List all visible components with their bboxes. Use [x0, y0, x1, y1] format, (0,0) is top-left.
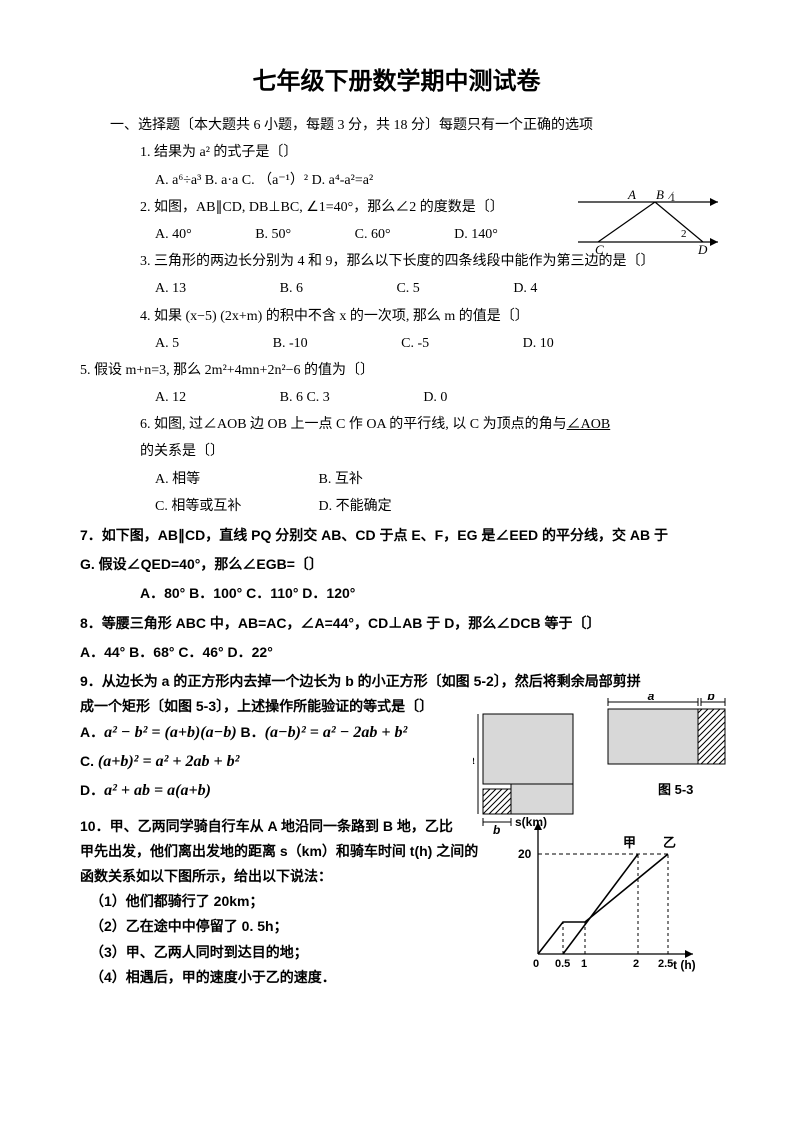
q2-stem: 2. 如图，AB∥CD, DB⊥BC, ∠1=40°，那么∠2 的度数是〔〕 — [140, 200, 504, 215]
q10-block: 10．甲、乙两同学骑自行车从 A 地沿同一条路到 B 地，乙比 甲先出发，他们离… — [80, 814, 713, 990]
q2-label-2: 2 — [681, 228, 687, 240]
q8-stem: 8．等腰三角形 ABC 中，AB=AC，∠A=44°，CD⊥AB 于 D，那么∠… — [80, 611, 713, 636]
q2-opt-b: B. 50° — [255, 222, 291, 247]
q1-stem: 1. 结果为 a² 的式子是〔〕 — [140, 140, 713, 165]
q2-stem-row: 2. 如图，AB∥CD, DB⊥BC, ∠1=40°，那么∠2 的度数是〔〕 A… — [140, 195, 713, 220]
q2-opt-d: D. 140° — [454, 222, 498, 247]
q3-opt-b: B. 6 — [280, 276, 303, 301]
q2-label-A: A — [627, 187, 636, 202]
q10-x05: 0.5 — [555, 958, 570, 970]
q6-opt-c: C. 相等或互补 — [155, 494, 315, 519]
q5-stem: 5. 假设 m+n=3, 那么 2m²+4mn+2n²−6 的值为〔〕 — [80, 358, 713, 383]
q6-options-row2: C. 相等或互补 D. 不能确定 — [155, 494, 713, 519]
q4-options: A. 5 B. -10 C. -5 D. 10 — [155, 331, 713, 356]
q5-opt-d: D. 0 — [423, 385, 447, 410]
page-title: 七年级下册数学期中测试卷 — [80, 60, 713, 103]
q7-line1: 7．如下图，AB∥CD，直线 PQ 分别交 AB、CD 于点 E、F，EG 是∠… — [80, 523, 713, 548]
q1-text: 1. 结果为 a² 的式子是〔〕 — [140, 145, 297, 160]
q10-ylabel: s(km) — [515, 815, 547, 829]
q6-stem-underline: ∠AOB — [567, 417, 611, 432]
section-1-heading: 一、选择题〔本大题共 6 小题，每题 3 分，共 18 分〕每题只有一个正确的选… — [110, 113, 713, 138]
q4-opt-d: D. 10 — [523, 331, 554, 356]
q10-jia: 甲 — [623, 835, 636, 850]
q9-right-a: a — [648, 694, 655, 703]
q9-a-prefix: A． — [80, 724, 104, 740]
q9-b-formula: (a−b)² = a² − 2ab + b² — [265, 724, 408, 741]
q9-left-a: a — [473, 753, 475, 767]
q4-opt-a: A. 5 — [155, 331, 179, 356]
q9-d-prefix: D． — [80, 782, 104, 798]
q3-opt-a: A. 13 — [155, 276, 186, 301]
q5-opt-b: B. 6 C. 3 — [280, 385, 330, 410]
q9-a-formula: a² − b² = (a+b)(a−b) — [104, 724, 237, 741]
q2-label-B: B — [656, 187, 664, 202]
q5-opt-a: A. 12 — [155, 385, 186, 410]
q10-x25: 2.5 — [658, 958, 673, 970]
q10-x2: 2 — [633, 958, 639, 970]
q5-options: A. 12 B. 6 C. 3 D. 0 — [155, 385, 713, 410]
q9-c-formula: (a+b)² = a² + 2ab + b² — [98, 753, 240, 770]
q6-opt-a: A. 相等 — [155, 467, 315, 492]
q10-xlabel: t (h) — [673, 958, 696, 972]
q3-opt-d: D. 4 — [513, 276, 537, 301]
q9-caption: 图 5-3 — [658, 782, 693, 797]
q6-stem-line2: 的关系是〔〕 — [140, 439, 713, 464]
q9-b-prefix: B． — [237, 724, 265, 740]
q3-options: A. 13 B. 6 C. 5 D. 4 — [155, 276, 713, 301]
q7-line2: G. 假设∠QED=40°，那么∠EGB=〔〕 — [80, 552, 713, 577]
q9-right-b: b — [707, 694, 714, 703]
q6-stem-a: 6. 如图, 过∠AOB 边 OB 上一点 C 作 OA 的平行线, 以 C 为… — [140, 417, 567, 432]
q3-opt-c: C. 5 — [396, 276, 419, 301]
q9-d-formula: a² + ab = a(a+b) — [104, 782, 211, 799]
q10-x1: 1 — [581, 958, 587, 970]
q6-opt-b: B. 互补 — [319, 467, 363, 492]
q9-c-prefix: C. — [80, 753, 98, 769]
q6-options-row1: A. 相等 B. 互补 — [155, 467, 713, 492]
q2-label-C: C — [595, 242, 604, 257]
q2-figure: A B C D 1 2 ∕ — [573, 187, 723, 257]
q8-options: A．44° B．68° C．46° D．22° — [80, 640, 713, 665]
q10-y20: 20 — [518, 847, 532, 861]
q2-opt-c: C. 60° — [355, 222, 391, 247]
q6-opt-d: D. 不能确定 — [319, 494, 392, 519]
q6-stem-line1: 6. 如图, 过∠AOB 边 OB 上一点 C 作 OA 的平行线, 以 C 为… — [140, 412, 713, 437]
q9-block: 9．从边长为 a 的正方形内去掉一个边长为 b 的小正方形〔如图 5-2〕，然后… — [80, 669, 713, 806]
q2-label-D: D — [697, 242, 708, 257]
q10-graph: s(km) t (h) 20 0 0.5 1 2 2.5 甲 乙 — [513, 814, 703, 979]
q7-options: A．80° B．100° C．110° D．120° — [140, 581, 713, 606]
q10-x0: 0 — [533, 958, 539, 970]
q4-opt-c: C. -5 — [401, 331, 429, 356]
q10-yi: 乙 — [663, 835, 676, 850]
q9-line1: 9．从边长为 a 的正方形内去掉一个边长为 b 的小正方形〔如图 5-2〕，然后… — [80, 669, 713, 694]
q4-opt-b: B. -10 — [273, 331, 308, 356]
q2-opt-a: A. 40° — [155, 222, 192, 247]
q4-stem: 4. 如果 (x−5) (2x+m) 的积中不含 x 的一次项, 那么 m 的值… — [140, 304, 713, 329]
